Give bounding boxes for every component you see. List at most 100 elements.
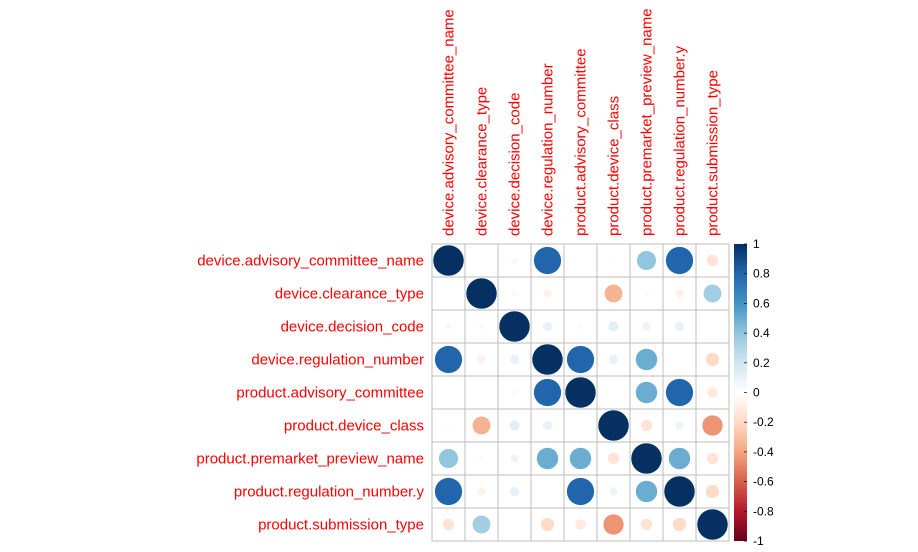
correlation-circle bbox=[608, 486, 619, 497]
correlation-circle bbox=[706, 254, 719, 267]
correlation-circle bbox=[542, 321, 553, 332]
correlation-circle bbox=[432, 244, 465, 277]
correlation-circle bbox=[643, 290, 650, 297]
correlation-circle bbox=[533, 378, 562, 407]
correlation-circle bbox=[577, 323, 584, 330]
grid-cell bbox=[563, 276, 598, 311]
grid bbox=[431, 243, 730, 542]
correlation-circle bbox=[635, 381, 658, 404]
correlation-circle bbox=[472, 515, 491, 534]
correlation-circle bbox=[706, 386, 719, 399]
colorbar-tick-label: 0.8 bbox=[753, 267, 770, 281]
correlation-circle bbox=[604, 284, 623, 303]
column-label: device.regulation_number bbox=[540, 63, 557, 236]
correlation-circle bbox=[476, 354, 487, 365]
correlation-circle bbox=[442, 518, 455, 531]
grid-cell bbox=[662, 342, 697, 377]
correlation-circle bbox=[542, 420, 553, 431]
correlation-circle bbox=[635, 348, 658, 371]
colorbar-gradient bbox=[734, 244, 747, 541]
correlation-circle bbox=[566, 345, 595, 374]
correlation-circle bbox=[674, 288, 685, 299]
correlation-circle bbox=[511, 389, 518, 396]
correlation-circle bbox=[472, 416, 491, 435]
correlation-circle bbox=[444, 322, 453, 331]
colorbar-tick-label: 0.4 bbox=[753, 326, 770, 340]
correlation-circle bbox=[478, 455, 485, 462]
correlation-circle bbox=[531, 343, 564, 376]
colorbar-tick-label: 0.2 bbox=[753, 356, 770, 370]
row-label: device.advisory_committee_name bbox=[197, 253, 424, 270]
correlation-circle bbox=[564, 376, 597, 409]
correlation-circle bbox=[640, 419, 653, 432]
grid-cell bbox=[530, 474, 565, 509]
correlation-circle bbox=[636, 250, 657, 271]
correlation-circle bbox=[540, 517, 555, 532]
colorbar-tick-label: -0.4 bbox=[753, 445, 774, 459]
correlation-circle bbox=[509, 486, 520, 497]
grid-cell bbox=[464, 243, 499, 278]
colorbar-tick-label: -1 bbox=[753, 534, 764, 548]
row-label: device.clearance_type bbox=[275, 286, 424, 303]
correlation-circle bbox=[701, 414, 724, 437]
correlation-circle bbox=[510, 256, 519, 265]
correlation-circle bbox=[663, 475, 696, 508]
grid-cell bbox=[464, 375, 499, 410]
correlation-circle bbox=[705, 352, 720, 367]
correlation-circle bbox=[434, 345, 463, 374]
correlation-circle bbox=[465, 277, 498, 310]
colorbar: 1 0.8 0.6 0.4 0.2 0 -0.2 -0.4 -0.6 -0.8 -1 bbox=[734, 237, 774, 548]
correlation-circle bbox=[665, 378, 694, 407]
column-label: product.regulation_number.y bbox=[672, 45, 689, 236]
grid-cell bbox=[695, 507, 730, 542]
grid-cell bbox=[431, 375, 466, 410]
correlation-circle bbox=[674, 420, 685, 431]
row-label: product.regulation_number.y bbox=[234, 484, 425, 501]
correlation-circle bbox=[498, 310, 531, 343]
correlation-circle bbox=[509, 354, 520, 365]
grid-cell bbox=[431, 276, 466, 311]
correlation-circle bbox=[446, 423, 451, 428]
row-label: product.submission_type bbox=[258, 517, 424, 534]
correlation-circle bbox=[508, 419, 521, 432]
circles bbox=[432, 244, 729, 541]
correlation-circle bbox=[438, 448, 459, 469]
column-label: device.decision_code bbox=[507, 93, 524, 236]
row-label: device.regulation_number bbox=[251, 352, 424, 369]
correlation-circle bbox=[703, 284, 722, 303]
column-label: product.premarket_preview_name bbox=[639, 8, 656, 236]
column-label: product.device_class bbox=[606, 96, 623, 236]
column-label: device.advisory_committee_name bbox=[441, 9, 458, 236]
column-label: device.clearance_type bbox=[474, 87, 491, 236]
correlation-circle bbox=[511, 290, 518, 297]
row-label: product.device_class bbox=[284, 418, 424, 435]
correlation-circle bbox=[696, 508, 729, 541]
column-labels: device.advisory_committee_name device.cle… bbox=[441, 8, 722, 236]
colorbar-tick-label: 0 bbox=[753, 386, 760, 400]
correlation-circle bbox=[478, 323, 485, 330]
correlation-circle bbox=[674, 321, 685, 332]
correlation-circle bbox=[536, 447, 559, 470]
grid-cell bbox=[563, 243, 598, 278]
correlation-circle bbox=[705, 484, 720, 499]
correlation-circle bbox=[533, 246, 562, 275]
row-label: device.decision_code bbox=[281, 319, 424, 336]
correlation-circle bbox=[672, 517, 687, 532]
correlation-circle bbox=[509, 453, 520, 464]
column-label: product.advisory_committee bbox=[573, 48, 590, 236]
correlation-circle bbox=[611, 258, 616, 263]
grid-cell bbox=[596, 375, 631, 410]
row-labels: device.advisory_committee_name device.cle… bbox=[196, 253, 424, 534]
colorbar-tick-label: -0.2 bbox=[753, 415, 774, 429]
correlation-circle bbox=[569, 447, 592, 470]
colorbar-tick-label: -0.6 bbox=[753, 475, 774, 489]
correlation-circle bbox=[640, 518, 653, 531]
colorbar-tick-label: 1 bbox=[753, 237, 760, 251]
correlation-circle bbox=[434, 477, 463, 506]
colorbar-tick-label: 0.6 bbox=[753, 296, 770, 310]
grid-cell bbox=[497, 507, 532, 542]
correlation-circle bbox=[668, 447, 691, 470]
correlation-circle bbox=[566, 477, 595, 506]
correlation-circle bbox=[635, 480, 658, 503]
